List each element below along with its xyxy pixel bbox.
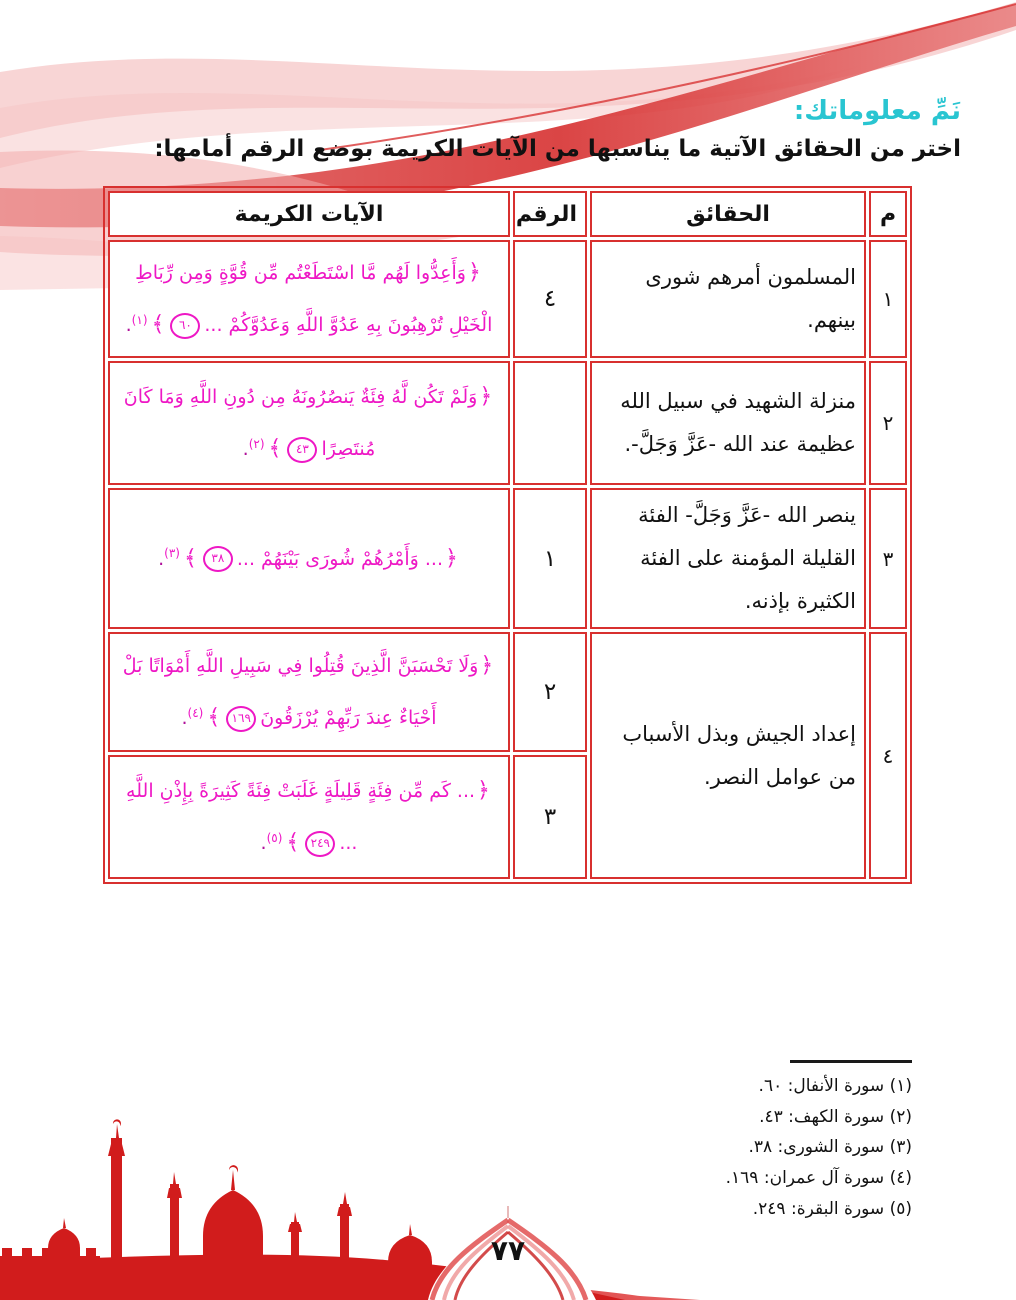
verse-text: ... كَم مِّن فِئَةٍ قَلِيلَةٍ غَلَبَتْ ف…	[126, 780, 476, 855]
verse-cell: ﴿... وَأَمْرُهُمْ شُورَى بَيْنَهُمْ ...٣…	[108, 488, 510, 630]
quran-close-bracket-icon: ﴾	[183, 545, 197, 571]
header-index: م	[869, 191, 907, 237]
answer-number-cell: ٢	[513, 632, 587, 753]
footnote: (٢) سورة الكهف: ٤٣.	[759, 1106, 912, 1127]
verse-period: .	[181, 707, 188, 730]
footnote-ref: (٣)	[164, 546, 180, 561]
fact-cell: ينصر الله -عَزَّ وَجَلَّ- الفئة القليلة …	[590, 488, 866, 630]
footnote: (١) سورة الأنفال: ٦٠.	[758, 1076, 912, 1097]
exercise-instruction: اختر من الحقائق الآتية ما يناسبها من الآ…	[154, 136, 961, 162]
footnote-separator	[790, 1060, 912, 1064]
quran-close-bracket-icon: ﴾	[151, 312, 165, 337]
fact-cell: إعداد الجيش وبذل الأسباب من عوامل النصر.	[590, 632, 866, 880]
header-facts: الحقائق	[590, 191, 866, 237]
verse-period: .	[158, 547, 165, 570]
ayah-number-badge: ٣٨	[202, 546, 233, 573]
page-content: نَمِّ معلوماتك: اختر من الحقائق الآتية م…	[0, 96, 1016, 1224]
verse-period: .	[242, 438, 249, 460]
quran-close-bracket-icon: ﴾	[268, 436, 282, 461]
footnote: (٤) سورة آل عمران: ١٦٩.	[725, 1167, 912, 1188]
footnote-ref: (٥)	[266, 830, 283, 845]
ayah-number-badge: ٤٣	[287, 436, 318, 463]
quran-open-bracket-icon: ﴿	[480, 653, 494, 679]
row-index: ٢	[869, 361, 907, 485]
footnote: (٥) سورة البقرة: ٢٤٩.	[752, 1198, 912, 1219]
verse-cell: ﴿وَلَا تَحْسَبَنَّ الَّذِينَ قُتِلُوا فِ…	[108, 632, 510, 753]
verse-cell: ﴿وَلَمْ تَكُن لَّهُ فِئَةٌ يَنصُرُونَهُ …	[108, 361, 510, 485]
ayah-number-badge: ١٦٩	[226, 705, 257, 732]
table-row: ١ المسلمون أمرهم شورى بينهم. ٤ ﴿وَأَعِدُ…	[108, 240, 907, 358]
header-verses: الآيات الكريمة	[108, 191, 510, 237]
row-index: ١	[869, 240, 907, 358]
matching-table: م الحقائق الرقم الآيات الكريمة ١ المسلمو…	[103, 186, 912, 885]
quran-open-bracket-icon: ﴿	[445, 545, 458, 571]
footnotes-block: (١) سورة الأنفال: ٦٠. (٢) سورة الكهف: ٤٣…	[492, 1060, 912, 1224]
quran-open-bracket-icon: ﴿	[479, 384, 493, 410]
ayah-number-badge: ٢٤٩	[305, 830, 336, 857]
verse-period: .	[260, 832, 267, 855]
verse-period: .	[125, 314, 132, 336]
answer-number-cell: ٤	[513, 240, 587, 358]
answer-number-cell	[513, 361, 587, 485]
quran-close-bracket-icon: ﴾	[207, 705, 221, 731]
answer-number-cell: ١	[513, 488, 587, 630]
page-number: ٧٧	[490, 1234, 526, 1267]
table-row: ٢ منزلة الشهيد في سبيل الله عظيمة عند ال…	[108, 361, 907, 485]
table-row: ٤ إعداد الجيش وبذل الأسباب من عوامل النص…	[108, 632, 907, 880]
table-row: ٣ ﴿... كَم مِّن فِئَةٍ قَلِيلَةٍ غَلَبَت…	[108, 755, 907, 880]
section-heading: نَمِّ معلوماتك:	[793, 96, 961, 126]
verse-cell: ﴿وَأَعِدُّوا لَهُم مَّا اسْتَطَعْتُم مِّ…	[108, 240, 510, 358]
ayah-number-badge: ٦٠	[170, 312, 201, 339]
fact-cell: المسلمون أمرهم شورى بينهم.	[590, 240, 866, 358]
footnote-ref: (١)	[131, 312, 148, 327]
row-index: ٤	[869, 632, 907, 880]
table-header-row: م الحقائق الرقم الآيات الكريمة	[108, 191, 907, 237]
verse-text: ... وَأَمْرُهُمْ شُورَى بَيْنَهُمْ ...	[236, 547, 443, 570]
quran-close-bracket-icon: ﴾	[286, 830, 300, 856]
fact-cell: منزلة الشهيد في سبيل الله عظيمة عند الله…	[590, 361, 866, 485]
footnote: (٣) سورة الشورى: ٣٨.	[748, 1137, 912, 1158]
footnote-ref: (٤)	[187, 705, 204, 720]
answer-number-cell: ٣	[513, 755, 587, 880]
quran-open-bracket-icon: ﴿	[467, 260, 481, 286]
row-index: ٣	[869, 488, 907, 630]
verse-text: وَأَعِدُّوا لَهُم مَّا اسْتَطَعْتُم مِّن…	[135, 262, 493, 336]
verse-cell: ﴿... كَم مِّن فِئَةٍ قَلِيلَةٍ غَلَبَتْ …	[108, 755, 510, 880]
quran-open-bracket-icon: ﴿	[477, 778, 490, 804]
footnote-ref: (٢)	[248, 436, 265, 451]
verse-text: وَلَا تَحْسَبَنَّ الَّذِينَ قُتِلُوا فِي…	[122, 655, 479, 730]
header-number: الرقم	[513, 191, 587, 237]
verse-text: وَلَمْ تَكُن لَّهُ فِئَةٌ يَنصُرُونَهُ م…	[123, 386, 478, 460]
table-row: ٣ ينصر الله -عَزَّ وَجَلَّ- الفئة القليل…	[108, 488, 907, 630]
